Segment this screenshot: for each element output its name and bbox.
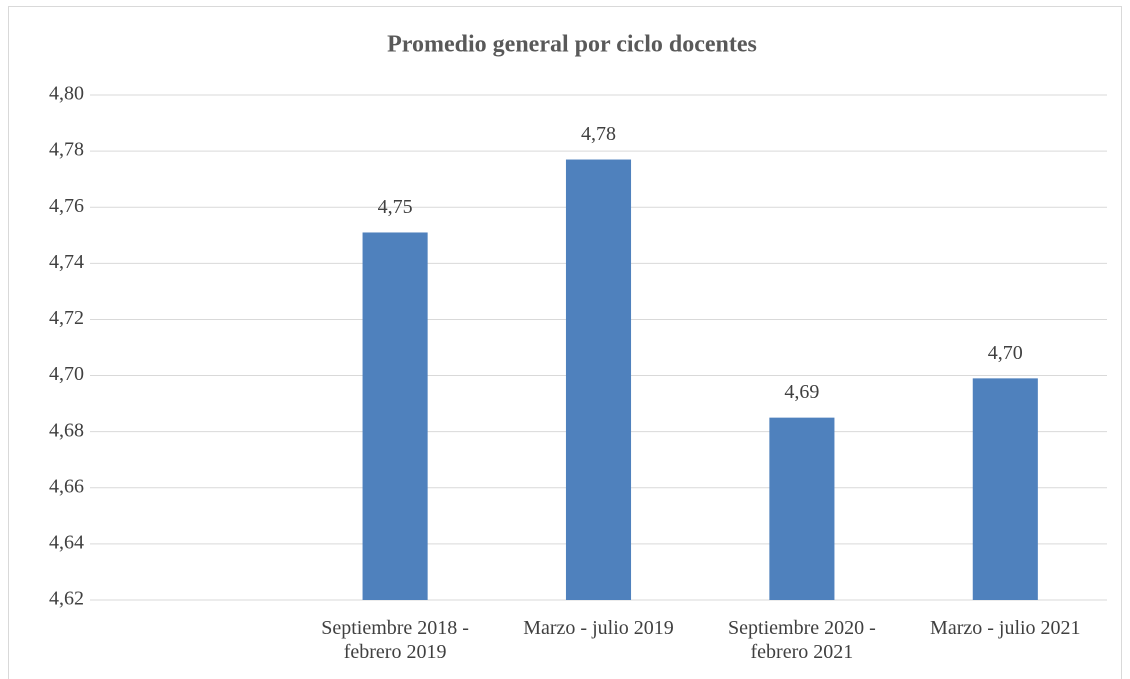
- y-tick-label: 4,70: [49, 363, 84, 385]
- chart-border: [8, 6, 1122, 679]
- bar: [972, 378, 1038, 600]
- y-tick-label: 4,76: [49, 195, 84, 217]
- y-tick-label: 4,78: [49, 139, 84, 161]
- y-tick-label: 4,72: [49, 307, 84, 329]
- bar: [565, 159, 632, 600]
- x-tick-label: Septiembre 2018 - febrero 2019: [321, 617, 469, 663]
- data-label: 4,70: [988, 342, 1023, 364]
- x-tick-label: Septiembre 2020 - febrero 2021: [728, 617, 876, 663]
- data-label: 4,78: [581, 123, 616, 145]
- data-label: 4,75: [378, 196, 413, 218]
- x-tick-label: Marzo - julio 2021: [930, 617, 1081, 639]
- data-label: 4,69: [784, 381, 819, 403]
- y-tick-label: 4,62: [49, 588, 84, 610]
- bar: [769, 417, 835, 600]
- y-tick-label: 4,64: [49, 531, 84, 553]
- x-tick-label: Marzo - julio 2019: [523, 617, 674, 639]
- y-tick-label: 4,68: [49, 419, 84, 441]
- y-tick-label: 4,74: [49, 251, 84, 273]
- bar: [362, 232, 428, 600]
- chart-title: Promedio general por ciclo docentes: [387, 32, 757, 58]
- y-tick-label: 4,66: [49, 475, 84, 497]
- y-tick-label: 4,80: [49, 83, 84, 105]
